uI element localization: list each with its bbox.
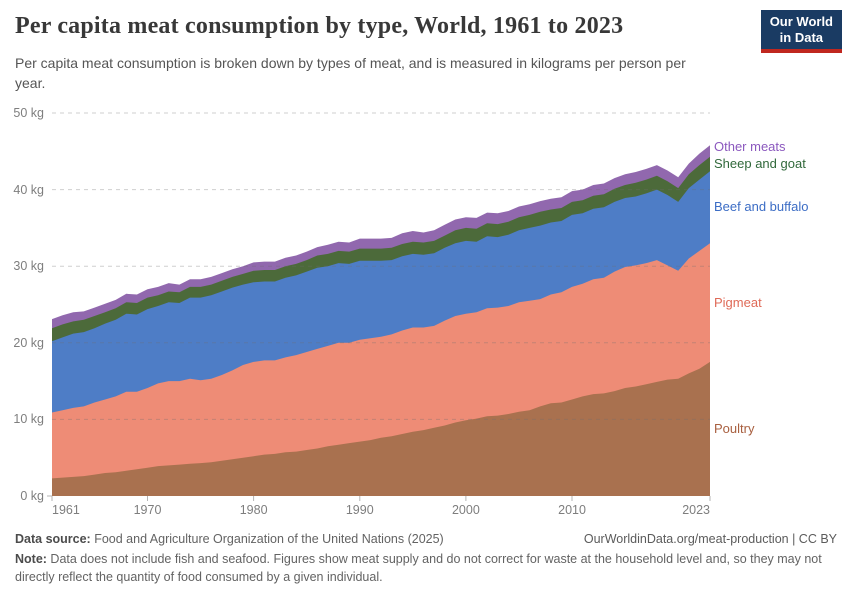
x-axis-label-1970: 1970: [133, 503, 162, 517]
y-axis-label-20kg: 20 kg: [13, 335, 44, 350]
chart-subtitle: Per capita meat consumption is broken do…: [15, 55, 686, 92]
area-poultry[interactable]: [52, 361, 710, 496]
data-source-label: Data source:: [15, 532, 91, 546]
owid-logo-line1: Our World: [769, 14, 833, 29]
footer-source-row: Data source: Food and Agriculture Organi…: [15, 531, 837, 548]
y-axis-label-0kg: 0 kg: [20, 489, 44, 503]
page-title: Per capita meat consumption by type, Wor…: [15, 13, 624, 39]
legend-label-poultry[interactable]: Poultry: [714, 420, 755, 436]
owid-logo[interactable]: Our World in Data: [760, 10, 842, 53]
y-axis-label-10kg: 10 kg: [13, 412, 44, 427]
x-axis-label-1961: 1961: [52, 503, 80, 517]
owid-logo-line2: in Data: [779, 30, 824, 45]
footer-note: Note: Data does not include fish and sea…: [15, 551, 835, 586]
data-source-value: Food and Agriculture Organization of the…: [90, 532, 444, 546]
legend-label-beef-and-buffalo[interactable]: Beef and buffalo: [714, 199, 809, 215]
legend-label-pigmeat[interactable]: Pigmeat: [714, 294, 762, 310]
data-source-text: Data source: Food and Agriculture Organi…: [15, 531, 444, 548]
y-axis-label-50kg: 50 kg: [13, 106, 44, 120]
x-axis-label-1980: 1980: [239, 503, 268, 517]
x-axis-label-2010: 2010: [558, 503, 586, 517]
legend-label-other-meats[interactable]: Other meats: [714, 138, 786, 154]
x-axis-label-1990: 1990: [345, 503, 374, 517]
x-axis-label-2023: 2023: [682, 503, 710, 517]
y-axis-label-40kg: 40 kg: [13, 182, 44, 197]
legend-label-sheep-and-goat[interactable]: Sheep and goat: [714, 155, 806, 171]
x-axis-label-2000: 2000: [451, 503, 480, 517]
note-label: Note:: [15, 552, 47, 566]
note-text: Data does not include fish and seafood. …: [15, 552, 822, 584]
y-axis-label-30kg: 30 kg: [13, 259, 44, 274]
owid-citation-link[interactable]: OurWorldinData.org/meat-production | CC …: [583, 532, 837, 546]
